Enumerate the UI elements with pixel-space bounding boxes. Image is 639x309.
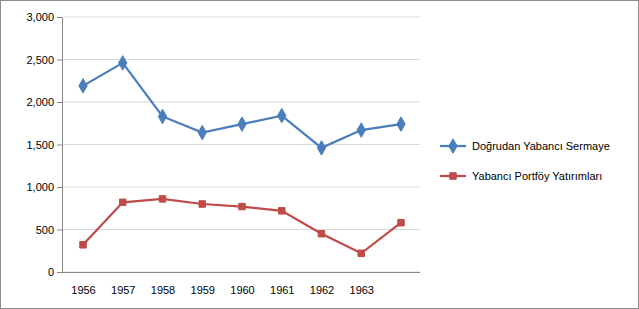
series-marker (158, 109, 166, 123)
grid-line (62, 187, 420, 188)
x-tick: 1963 (350, 284, 374, 296)
series-marker (239, 203, 245, 209)
grid-line (62, 144, 420, 145)
y-tick-mark (57, 272, 62, 273)
x-tick: 1961 (270, 284, 294, 296)
y-tick-mark (57, 17, 62, 18)
y-tick: 2,500 (26, 54, 62, 66)
x-tick-label: 1957 (111, 284, 135, 296)
series-line (83, 199, 401, 253)
grid-line (62, 17, 420, 18)
series-marker (199, 201, 205, 207)
y-tick-mark (57, 102, 62, 103)
y-tick-mark (57, 230, 62, 231)
x-tick: 1958 (151, 284, 175, 296)
grid-line (62, 59, 420, 60)
series-line (83, 63, 401, 148)
series-marker (398, 219, 404, 225)
x-tick: 1962 (310, 284, 334, 296)
legend: Doğrudan Yabancı Sermaye Yabancı Portföy … (440, 139, 610, 182)
x-tick: 1957 (111, 284, 135, 296)
grid-line (62, 102, 420, 103)
series-marker (80, 242, 86, 248)
series-marker (119, 56, 127, 70)
x-tick-label: 1959 (191, 284, 215, 296)
legend-label: Yabancı Portföy Yatırımları (472, 170, 602, 182)
grid-line (62, 229, 420, 230)
x-tick-label: 1961 (270, 284, 294, 296)
y-tick-label: 500 (36, 224, 54, 236)
y-tick: 3,000 (26, 11, 62, 23)
legend-marker (450, 173, 456, 179)
series-marker (357, 123, 365, 137)
y-tick-label: 1,000 (26, 181, 54, 193)
x-tick: 1956 (71, 284, 95, 296)
grid (62, 17, 420, 272)
y-tick: 2,000 (26, 96, 62, 108)
series-marker (120, 199, 126, 205)
y-tick-mark (57, 60, 62, 61)
y-tick-label: 1,500 (26, 139, 54, 151)
legend-label: Doğrudan Yabancı Sermaye (472, 140, 610, 152)
y-tick-mark (57, 145, 62, 146)
y-tick: 1,500 (26, 139, 62, 151)
y-tick: 500 (36, 224, 62, 236)
legend-marker (449, 139, 457, 153)
y-tick: 1,000 (26, 181, 62, 193)
y-axis: 0 500 1,000 1,500 2,000 2,500 3,000 (26, 11, 62, 278)
series-marker (159, 196, 165, 202)
x-axis: 1956 1957 1958 1959 1960 1961 1962 1963 (62, 273, 420, 296)
y-tick-label: 2,500 (26, 54, 54, 66)
x-axis-line (62, 272, 420, 273)
y-tick-label: 0 (48, 266, 54, 278)
series-marker (198, 125, 206, 139)
series-marker (79, 79, 87, 93)
plot-marks (79, 56, 405, 257)
y-tick-label: 2,000 (26, 96, 54, 108)
x-tick-label: 1962 (310, 284, 334, 296)
x-tick-label: 1958 (151, 284, 175, 296)
series-marker (317, 141, 325, 155)
y-tick-mark (57, 187, 62, 188)
x-tick-label: 1963 (350, 284, 374, 296)
chart-border (1, 1, 639, 309)
series-marker (358, 250, 364, 256)
series-marker (318, 231, 324, 237)
x-tick: 1960 (230, 284, 254, 296)
y-axis-line (62, 18, 63, 273)
series-marker (279, 208, 285, 214)
y-tick: 0 (48, 266, 62, 278)
series-marker (278, 108, 286, 122)
x-tick: 1959 (191, 284, 215, 296)
x-tick-label: 1956 (71, 284, 95, 296)
series-marker (238, 117, 246, 131)
chart: 05001,0001,5002,0002,5003,00019561957195… (0, 0, 639, 309)
y-tick-label: 3,000 (26, 11, 54, 23)
series-marker (397, 117, 405, 131)
x-tick-label: 1960 (230, 284, 254, 296)
grid-line (62, 272, 420, 273)
